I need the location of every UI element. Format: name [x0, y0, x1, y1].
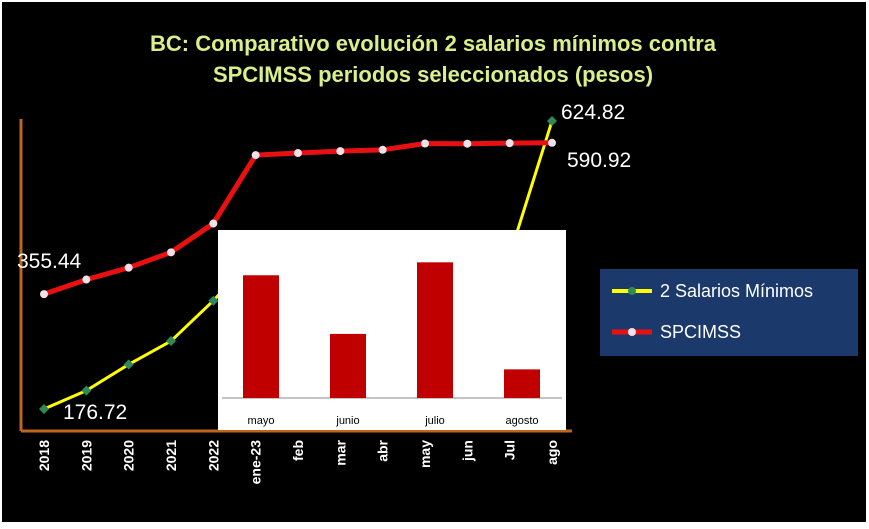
inset-bar-category-julio: julio	[424, 415, 445, 427]
x-tick-3: 2021	[163, 440, 179, 471]
data-point-spcimss-10	[463, 139, 472, 148]
x-tick-5: ene-23	[248, 440, 264, 485]
x-tick-4: 2022	[205, 440, 221, 471]
x-tick-9: may	[417, 440, 433, 468]
x-tick-2: 2020	[121, 440, 137, 471]
inset-bar-agosto	[504, 369, 540, 398]
inset-bar-category-junio: junio	[335, 415, 359, 427]
legend-swatch-spcimss-marker	[628, 328, 636, 336]
data-point-spcimss-12	[548, 138, 556, 147]
data-point-spcimss-5	[251, 151, 260, 160]
inset-bar-value-junio: 591.44	[331, 317, 365, 329]
x-tick-8: abr	[375, 439, 391, 461]
inset-bar-mayo	[243, 275, 279, 398]
data-point-sms-12	[547, 116, 557, 126]
x-tick-10: jun	[459, 440, 475, 462]
label-last-spcimss: 590.92	[567, 149, 631, 172]
x-tick-labels: 2018 2019 2020 2021 2022 ene-23 feb mar abr may ju…	[36, 439, 560, 484]
chart-title-line-1: BC: Comparativo evolución 2 salarios mín…	[150, 31, 717, 56]
inset-bar-julio	[417, 262, 453, 398]
x-tick-6: feb	[290, 440, 306, 461]
data-point-spcimss-0	[40, 290, 48, 299]
data-point-sms-4	[208, 295, 219, 306]
chart-title-line-2: SPCIMSS periodos seleccionados (pesos)	[213, 62, 653, 87]
inset-bar-value-mayo: 592.30	[244, 258, 278, 270]
x-tick-1: 2019	[78, 440, 94, 471]
data-point-spcimss-6	[294, 149, 302, 158]
legend-label-spcimss: SPCIMSS	[660, 322, 741, 342]
data-point-sms-1	[81, 385, 92, 396]
x-tick-7: mar	[332, 439, 348, 465]
inset-bar-category-agosto: agosto	[505, 415, 538, 427]
legend-swatch-sms-marker	[628, 287, 636, 295]
legend-box	[600, 269, 858, 356]
data-point-spcimss-8	[378, 145, 387, 154]
inset-bar-category-mayo: mayo	[248, 415, 275, 427]
label-first-sms: 176.72	[63, 401, 127, 424]
data-point-spcimss-11	[505, 139, 514, 148]
inset-bar-value-agosto: 590.92	[505, 352, 539, 364]
x-tick-11: Jul	[502, 440, 518, 460]
inset-bar-value-julio: 592.49	[418, 245, 452, 257]
data-point-spcimss-3	[167, 248, 175, 257]
data-point-sms-2	[123, 359, 134, 370]
data-point-spcimss-7	[336, 147, 345, 156]
x-tick-12: ago	[544, 440, 560, 465]
x-tick-0: 2018	[36, 440, 52, 471]
data-point-spcimss-9	[421, 139, 429, 148]
inset-bar-junio	[330, 333, 366, 398]
label-first-spcimss: 355.44	[17, 250, 82, 273]
data-point-spcimss-4	[209, 219, 218, 228]
inset-bar-group: 592.30 mayo 591.44 junio 592.49 julio 590.92 ag…	[243, 245, 540, 427]
data-point-sms-3	[166, 336, 176, 347]
data-point-sms-0	[39, 404, 49, 414]
data-point-spcimss-2	[124, 263, 133, 272]
data-point-spcimss-1	[82, 275, 91, 284]
label-last-sms: 624.82	[561, 101, 625, 124]
legend-label-sms: 2 Salarios Mínimos	[660, 281, 813, 301]
